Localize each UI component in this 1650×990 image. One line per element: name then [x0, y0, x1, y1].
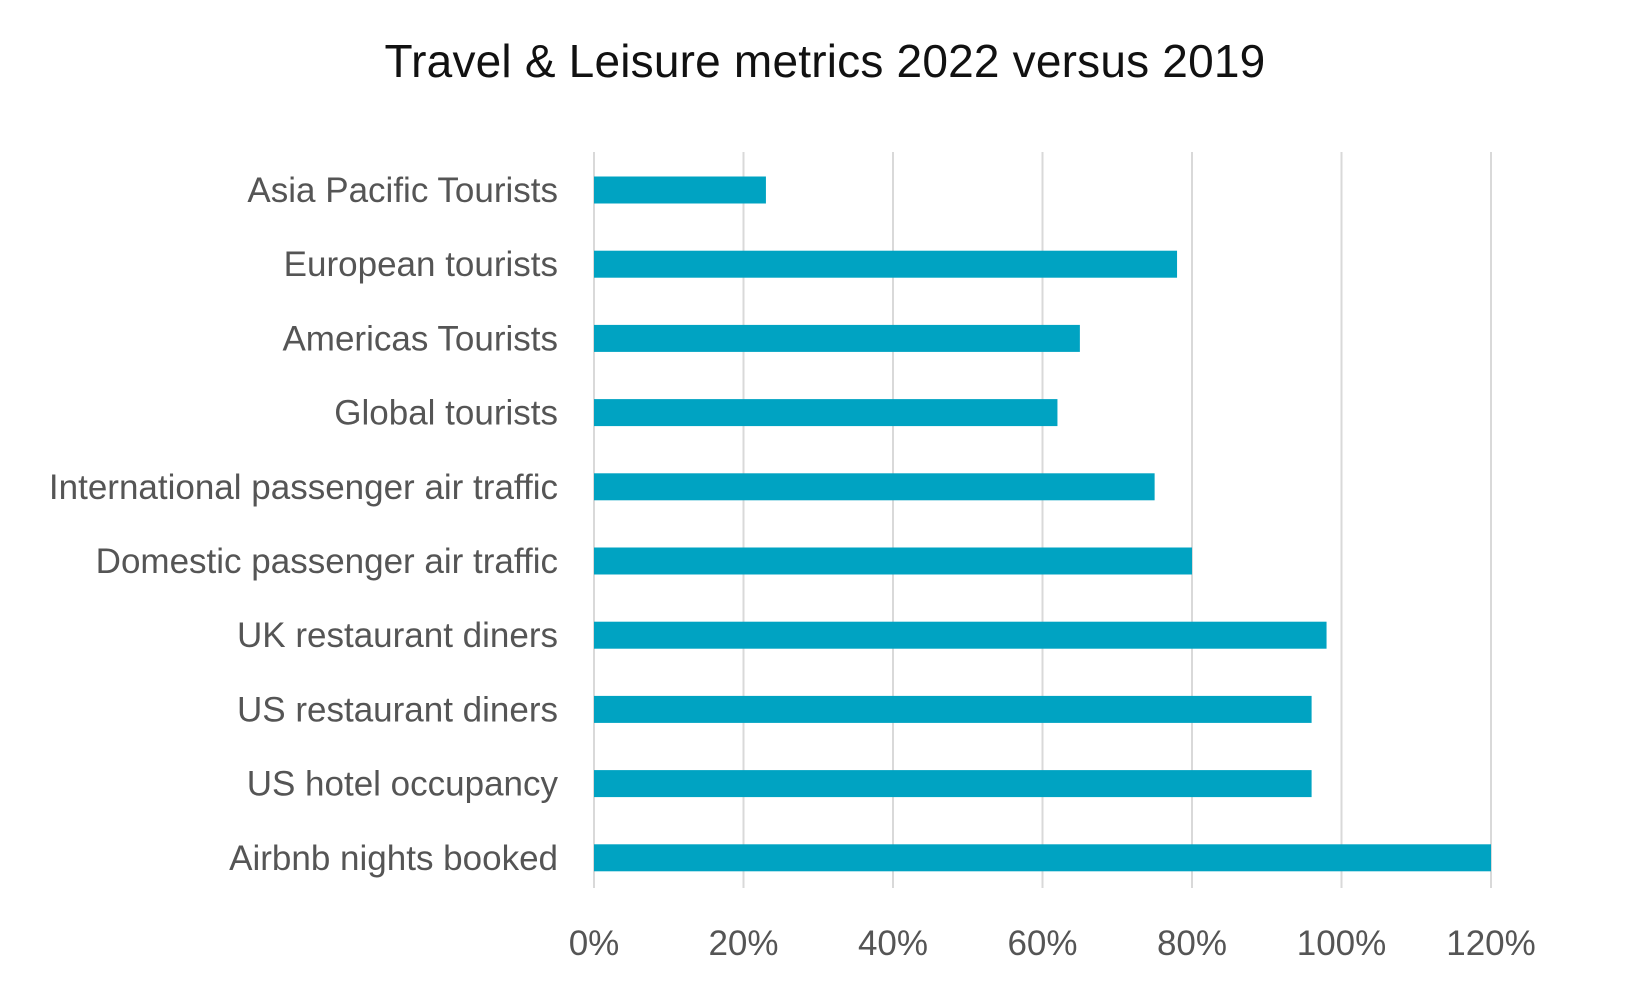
x-tick-label: 60% [1007, 924, 1077, 963]
category-label: International passenger air traffic [49, 468, 558, 507]
bar [594, 324, 1080, 352]
bar [594, 770, 1312, 798]
bar [594, 844, 1491, 872]
category-label: Domestic passenger air traffic [96, 542, 558, 581]
category-label: Asia Pacific Tourists [247, 171, 558, 210]
category-label: UK restaurant diners [237, 616, 558, 655]
x-tick-label: 80% [1157, 924, 1227, 963]
bars [594, 176, 1491, 872]
x-tick-label: 120% [1446, 924, 1536, 963]
bar [594, 250, 1178, 278]
category-label: Global tourists [334, 394, 558, 433]
bar [594, 473, 1155, 501]
category-labels: Asia Pacific Tourists European tourists Am… [49, 171, 559, 878]
bar [594, 547, 1192, 575]
x-tick-label: 20% [708, 924, 778, 963]
chart-title: Travel & Leisure metrics 2022 versus 201… [384, 35, 1266, 87]
bar [594, 176, 766, 204]
category-label: Americas Tourists [282, 319, 558, 358]
category-label: US restaurant diners [237, 690, 558, 729]
x-tick-labels: 0% 20% 40% 60% 80% 100% 120% [569, 924, 1536, 963]
bar [594, 695, 1312, 723]
category-label: Airbnb nights booked [229, 839, 558, 878]
x-tick-label: 0% [569, 924, 620, 963]
category-label: US hotel occupancy [247, 765, 559, 804]
bar [594, 621, 1327, 649]
bar [594, 399, 1058, 427]
category-label: European tourists [284, 245, 558, 284]
x-tick-label: 100% [1297, 924, 1387, 963]
x-tick-label: 40% [858, 924, 928, 963]
